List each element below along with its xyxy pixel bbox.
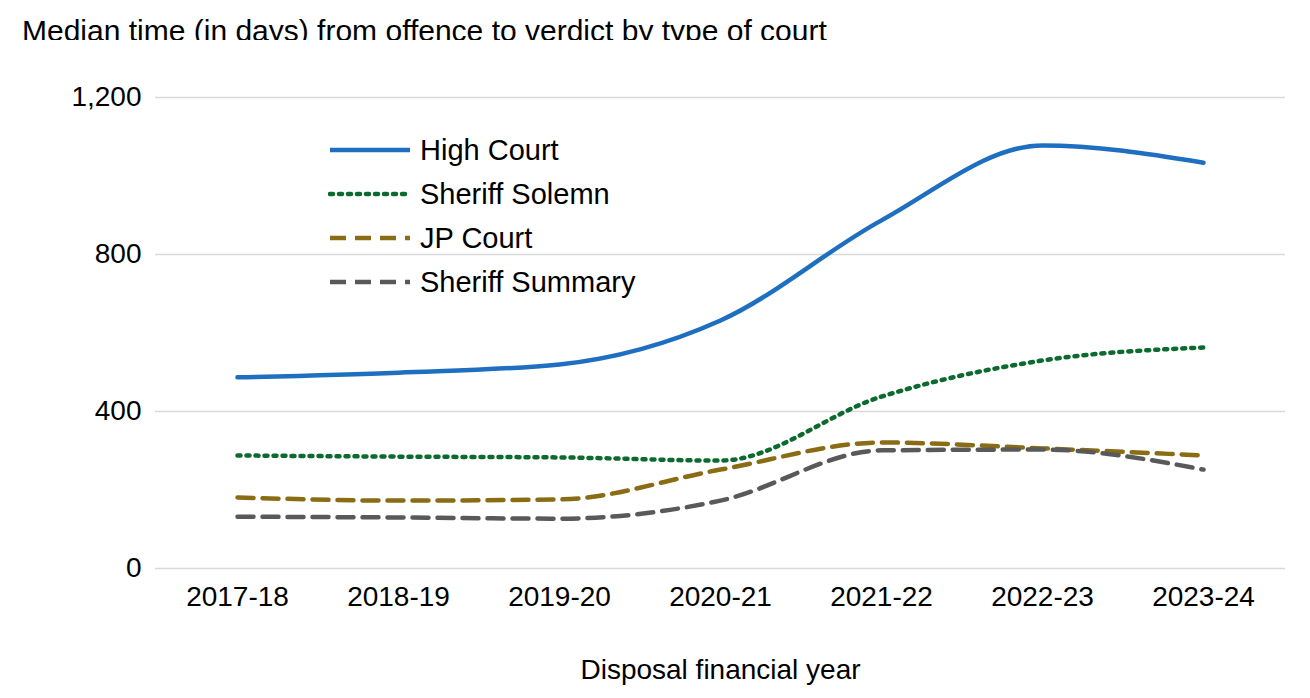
svg-text:2021-22: 2021-22 <box>830 581 933 612</box>
html-text:JP Court: JP Court <box>420 221 533 254</box>
svg-text:400: 400 <box>95 395 142 426</box>
html-text:Median time (in days) from off: Median time (in days) from offence to ve… <box>22 14 827 47</box>
svg-text:2023-24: 2023-24 <box>1152 581 1255 612</box>
svg-text:2018-19: 2018-19 <box>347 581 450 612</box>
svg-text:2017-18: 2017-18 <box>186 581 289 612</box>
svg-text:2022-23: 2022-23 <box>991 581 1094 612</box>
svg-text:800: 800 <box>95 238 142 269</box>
html-text:Sheriff Solemn: Sheriff Solemn <box>420 177 610 210</box>
svg-text:0: 0 <box>126 552 142 583</box>
html-text:High Court: High Court <box>420 133 559 166</box>
svg-text:1,200: 1,200 <box>71 81 141 112</box>
svg-text:2019-20: 2019-20 <box>508 581 611 612</box>
html-text:Sheriff Summary: Sheriff Summary <box>420 265 636 298</box>
svg-text:Disposal financial year: Disposal financial year <box>580 654 860 685</box>
svg-text:2020-21: 2020-21 <box>669 581 772 612</box>
